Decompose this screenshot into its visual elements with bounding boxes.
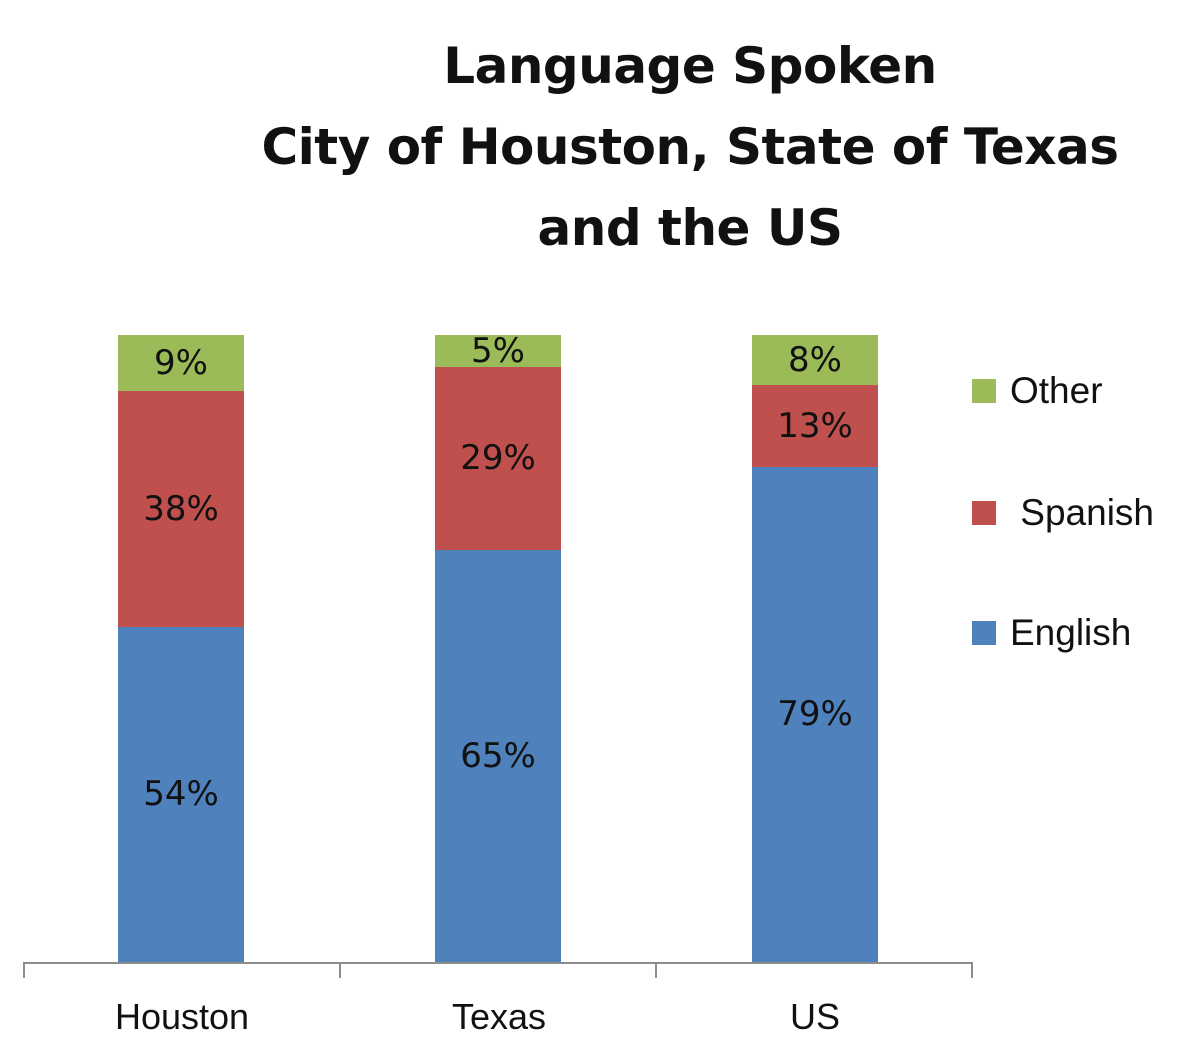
chart-title-line-1: Language Spoken: [443, 37, 937, 95]
x-axis-line: [24, 962, 972, 964]
legend-swatch-spanish: [972, 501, 996, 525]
legend-label: Other: [1010, 370, 1103, 411]
legend-item-spanish: Spanish: [972, 492, 1154, 534]
legend-swatch-english: [972, 621, 996, 645]
data-label: 5%: [471, 330, 525, 371]
x-axis-tick: [339, 962, 341, 978]
data-label: 65%: [460, 736, 536, 777]
legend-item-english: English: [972, 612, 1131, 654]
legend-swatch-other: [972, 379, 996, 403]
x-axis-tick: [655, 962, 657, 978]
data-label: 79%: [777, 694, 853, 735]
legend-item-other: Other: [972, 370, 1103, 412]
x-axis-label-us: US: [789, 996, 840, 1037]
data-label: 54%: [143, 774, 219, 815]
bar-segment-spanish: 38%: [118, 390, 244, 627]
legend-label: Spanish: [1010, 492, 1154, 533]
bar-segment-english: 79%: [752, 466, 878, 962]
x-axis-tick: [971, 962, 973, 978]
bar-segment-other: 8%: [752, 335, 878, 386]
data-label: 9%: [154, 342, 208, 383]
data-label: 8%: [788, 340, 842, 381]
x-axis-label-texas: Texas: [451, 996, 547, 1037]
bar-segment-english: 54%: [118, 626, 244, 962]
data-label: 38%: [143, 488, 219, 529]
chart-title-line-2: City of Houston, State of Texas: [261, 118, 1119, 176]
chart-title-line-3: and the US: [537, 199, 843, 257]
stacked-bar-us: 8% 13% 79%: [752, 335, 878, 962]
x-axis-tick: [23, 962, 25, 978]
bar-segment-english: 65%: [435, 550, 561, 962]
bar-segment-spanish: 13%: [752, 385, 878, 467]
bar-segment-other: 9%: [118, 335, 244, 391]
data-label: 29%: [460, 438, 536, 479]
bar-segment-other: 5%: [435, 331, 561, 371]
stacked-bar-houston: 9% 38% 54%: [118, 335, 244, 962]
data-label: 13%: [777, 405, 853, 446]
x-axis-label-houston: Houston: [114, 996, 250, 1037]
stacked-bar-texas: 5% 29% 65%: [435, 331, 561, 962]
chart-title: Language Spoken City of Houston, State o…: [240, 26, 1140, 269]
legend-label: English: [1010, 612, 1132, 653]
bar-segment-spanish: 29%: [435, 366, 561, 551]
